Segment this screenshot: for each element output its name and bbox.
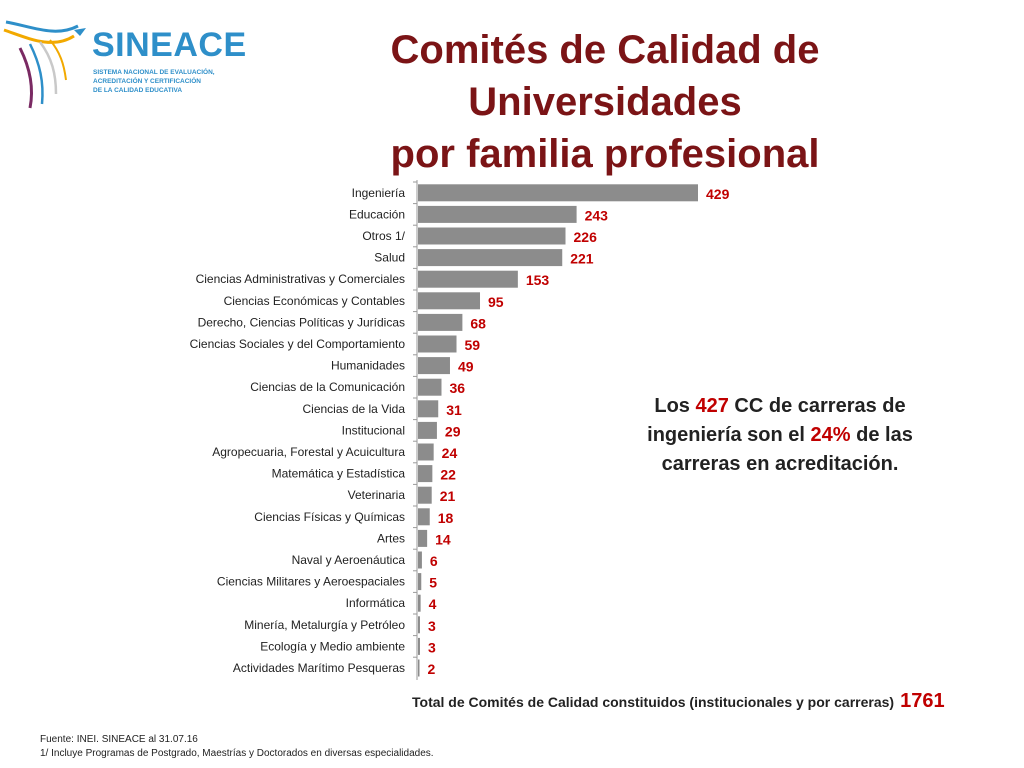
bar [418, 529, 428, 547]
bar [418, 400, 439, 418]
data-label: 5 [429, 575, 437, 591]
bar [418, 573, 422, 591]
bar [418, 313, 463, 331]
page-title: Comités de Calidad de Universidades por … [250, 24, 960, 180]
callout-suffix: de las carreras en acreditación. [661, 424, 913, 475]
footnotes: Fuente: INEI. SINEACE al 31.07.16 1/ Inc… [40, 733, 434, 761]
bar [418, 421, 437, 439]
data-label: 6 [430, 553, 438, 569]
category-label: Matemática y Estadística [272, 467, 406, 481]
category-label: Otros 1/ [362, 229, 405, 243]
bar [418, 184, 698, 202]
bird-emblem-icon [3, 20, 86, 109]
category-label: Ciencias de la Comunicación [250, 380, 405, 394]
data-label: 243 [585, 207, 609, 223]
data-label: 3 [428, 639, 436, 655]
category-label: Minería, Metalurgía y Petróleo [244, 618, 405, 632]
bar [418, 637, 420, 655]
title-line-1: Comités de Calidad de Universidades [390, 28, 820, 124]
data-label: 14 [435, 531, 451, 547]
bar [418, 443, 434, 461]
data-label: 31 [446, 402, 462, 418]
bar [418, 508, 430, 526]
sineace-logo: SINEACE SISTEMA NACIONAL DE EVALUACIÓN, … [0, 8, 246, 118]
bar [418, 551, 422, 569]
data-label: 24 [442, 445, 458, 461]
category-label: Ciencias Económicas y Contables [224, 294, 405, 308]
callout-count: 427 [695, 395, 729, 417]
category-label: Ciencias de la Vida [302, 402, 405, 416]
category-label: Ingeniería [352, 186, 406, 200]
category-label: Ciencias Militares y Aeroespaciales [217, 575, 405, 589]
callout-text: Los 427 CC de carreras de ingeniería son… [640, 392, 920, 479]
data-label: 153 [526, 272, 550, 288]
total-line: Total de Comités de Calidad constituidos… [412, 690, 1012, 713]
category-label: Ecología y Medio ambiente [260, 639, 405, 653]
bar [418, 594, 421, 612]
bar [418, 465, 433, 483]
bar [418, 335, 457, 353]
bar [418, 292, 481, 310]
category-label: Actividades Marítimo Pesqueras [233, 661, 405, 675]
category-label: Educación [349, 207, 405, 221]
callout-percent: 24% [810, 424, 851, 446]
data-label: 2 [428, 661, 436, 677]
data-label: 22 [440, 467, 456, 483]
logo-subtitle-line: ACREDITACIÓN Y CERTIFICACIÓN [93, 78, 201, 85]
source-note: Fuente: INEI. SINEACE al 31.07.16 [40, 734, 198, 745]
logo-subtitle-line: DE LA CALIDAD EDUCATIVA [93, 87, 183, 94]
bar [418, 205, 577, 223]
callout-prefix: Los [654, 395, 696, 417]
total-value: 1761 [900, 690, 945, 712]
bar [418, 486, 432, 504]
category-label: Derecho, Ciencias Políticas y Jurídicas [198, 315, 405, 329]
bar [418, 659, 420, 677]
logo-wordmark: SINEACE [92, 26, 247, 64]
title-line-2: por familia profesional [390, 132, 820, 176]
bar [418, 357, 450, 375]
category-label: Ciencias Administrativas y Comerciales [196, 272, 405, 286]
data-label: 59 [465, 337, 481, 353]
category-label: Humanidades [331, 359, 405, 373]
data-label: 3 [428, 618, 436, 634]
callout-middle: CC de carreras de ingeniería son el [647, 395, 906, 446]
data-label: 4 [429, 596, 437, 612]
category-label: Ciencias Sociales y del Comportamiento [190, 337, 406, 351]
logo-subtitle: SISTEMA NACIONAL DE EVALUACIÓN, ACREDITA… [93, 68, 243, 95]
total-label: Total de Comités de Calidad constituidos… [412, 694, 895, 710]
data-label: 226 [574, 229, 598, 245]
data-label: 221 [570, 251, 594, 267]
category-label: Salud [374, 251, 405, 265]
category-label: Naval y Aeroenáutica [292, 553, 406, 567]
bar [418, 616, 420, 634]
category-label: Veterinaria [348, 488, 406, 502]
data-label: 18 [438, 510, 454, 526]
data-label: 95 [488, 294, 504, 310]
bar [418, 378, 442, 396]
category-label: Agropecuaria, Forestal y Acuicultura [212, 445, 405, 459]
data-label: 21 [440, 488, 456, 504]
bar [418, 249, 563, 267]
data-label: 68 [470, 315, 486, 331]
category-label: Institucional [342, 423, 405, 437]
category-label: Informática [346, 596, 406, 610]
data-label: 29 [445, 423, 461, 439]
data-label: 429 [706, 186, 730, 202]
data-label: 49 [458, 359, 474, 375]
bar [418, 227, 566, 245]
category-label: Ciencias Físicas y Químicas [254, 510, 405, 524]
data-label: 36 [449, 380, 465, 396]
footnote-1: 1/ Incluye Programas de Postgrado, Maest… [40, 748, 434, 759]
logo-subtitle-line: SISTEMA NACIONAL DE EVALUACIÓN, [93, 69, 215, 76]
bar [418, 270, 518, 288]
category-label: Artes [377, 531, 405, 545]
